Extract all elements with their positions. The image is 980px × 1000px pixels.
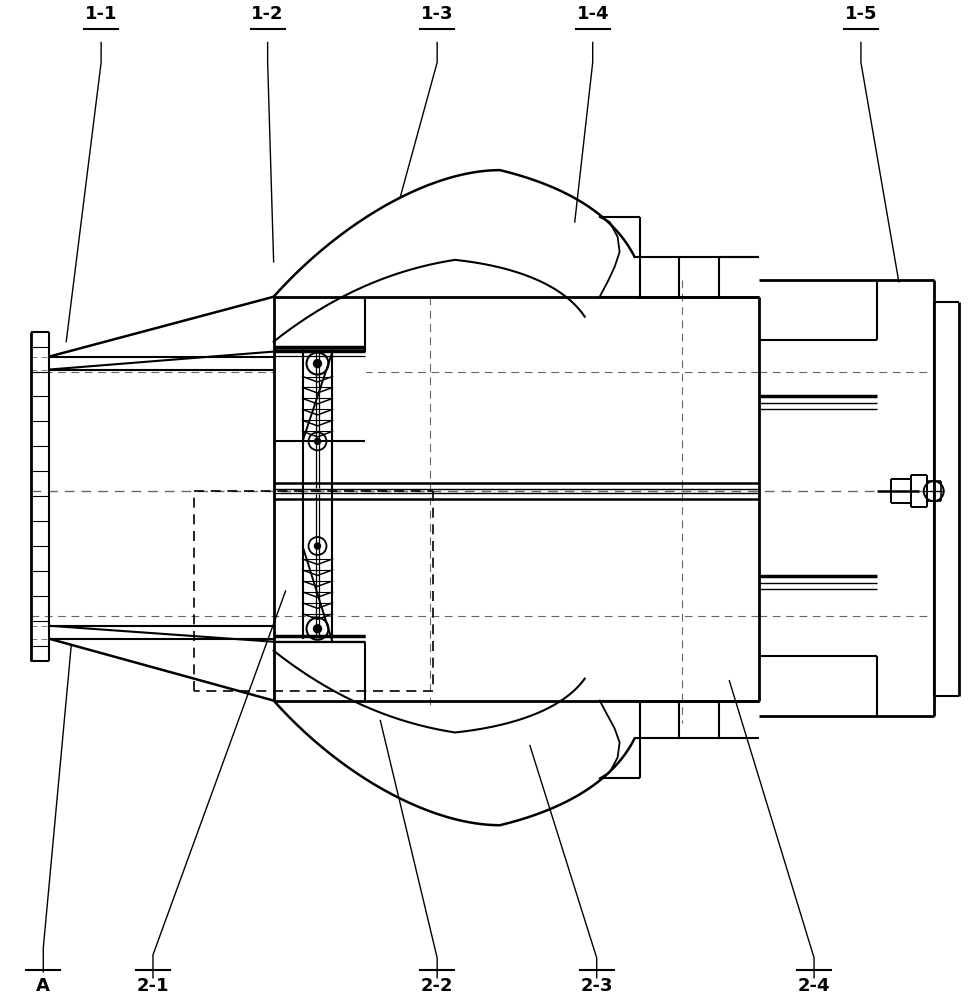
Text: 1-2: 1-2 [252, 5, 284, 23]
Text: 2-2: 2-2 [420, 977, 454, 995]
Circle shape [314, 625, 321, 633]
Text: 1-5: 1-5 [845, 5, 877, 23]
Circle shape [315, 543, 320, 549]
Text: 1-4: 1-4 [576, 5, 609, 23]
Text: A: A [36, 977, 50, 995]
Polygon shape [273, 352, 366, 441]
Circle shape [315, 438, 320, 444]
Text: 2-4: 2-4 [798, 977, 830, 995]
Circle shape [314, 360, 321, 368]
Text: 1-3: 1-3 [420, 5, 454, 23]
Text: 2-1: 2-1 [137, 977, 170, 995]
Text: 1-1: 1-1 [85, 5, 118, 23]
Text: 2-3: 2-3 [580, 977, 612, 995]
